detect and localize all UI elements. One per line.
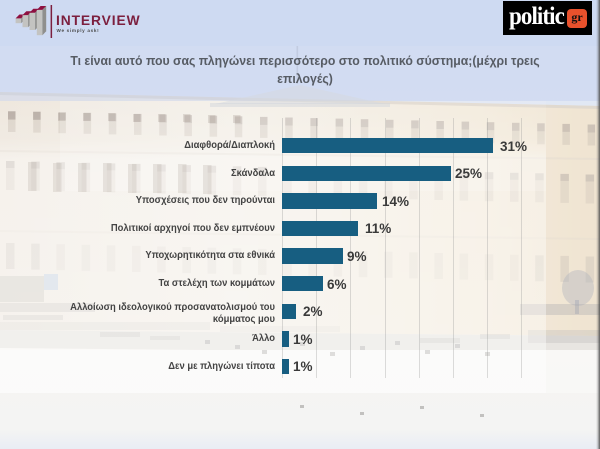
svg-text:INTERVIEW: INTERVIEW [56,13,141,28]
svg-text:We simply ask!: We simply ask! [57,28,100,33]
